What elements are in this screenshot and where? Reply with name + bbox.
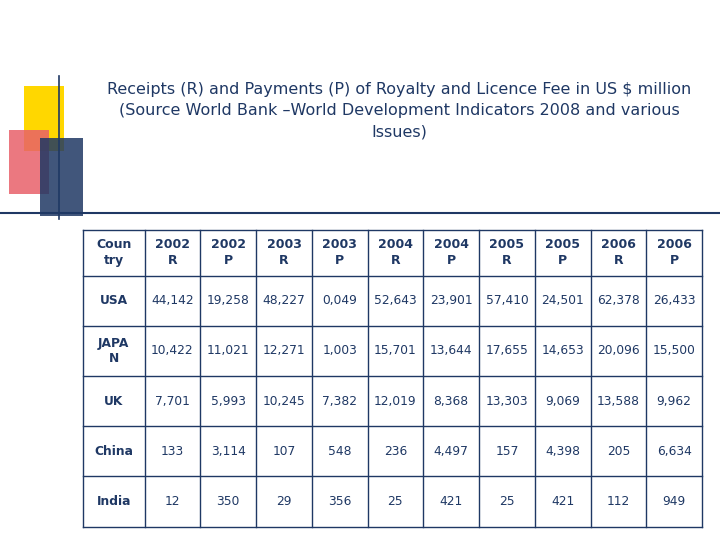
Text: 5,993: 5,993 <box>211 395 246 408</box>
Text: 157: 157 <box>495 445 518 458</box>
Text: 20,096: 20,096 <box>597 345 639 357</box>
Text: 1,003: 1,003 <box>323 345 357 357</box>
Text: 14,653: 14,653 <box>541 345 584 357</box>
Text: 7,701: 7,701 <box>155 395 190 408</box>
Text: 11,021: 11,021 <box>207 345 250 357</box>
Text: 13,303: 13,303 <box>485 395 528 408</box>
Text: 12: 12 <box>165 495 180 508</box>
Text: 107: 107 <box>272 445 296 458</box>
Text: 17,655: 17,655 <box>485 345 528 357</box>
Text: 949: 949 <box>662 495 685 508</box>
Text: 2006
R: 2006 R <box>601 238 636 267</box>
Text: 26,433: 26,433 <box>653 294 696 307</box>
Text: 3,114: 3,114 <box>211 445 246 458</box>
Text: USA: USA <box>99 294 127 307</box>
Text: 2006
P: 2006 P <box>657 238 692 267</box>
Text: India: India <box>96 495 131 508</box>
Text: 0,049: 0,049 <box>323 294 357 307</box>
Text: 29: 29 <box>276 495 292 508</box>
Text: 48,227: 48,227 <box>263 294 305 307</box>
Text: 8,368: 8,368 <box>433 395 469 408</box>
Text: 2003
P: 2003 P <box>323 238 357 267</box>
Text: JAPA
N: JAPA N <box>98 337 130 365</box>
Text: 52,643: 52,643 <box>374 294 417 307</box>
Text: 6,634: 6,634 <box>657 445 692 458</box>
Text: 25: 25 <box>387 495 403 508</box>
Text: 236: 236 <box>384 445 407 458</box>
Text: 9,962: 9,962 <box>657 395 692 408</box>
Text: 2004
P: 2004 P <box>433 238 469 267</box>
Text: Coun
try: Coun try <box>96 238 131 267</box>
Text: 12,271: 12,271 <box>263 345 305 357</box>
Text: 44,142: 44,142 <box>151 294 194 307</box>
Text: 4,398: 4,398 <box>545 445 580 458</box>
Text: 19,258: 19,258 <box>207 294 250 307</box>
Text: 350: 350 <box>217 495 240 508</box>
Text: 13,644: 13,644 <box>430 345 472 357</box>
Text: 25: 25 <box>499 495 515 508</box>
Text: 2002
R: 2002 R <box>155 238 190 267</box>
Text: 13,588: 13,588 <box>597 395 640 408</box>
Text: 10,422: 10,422 <box>151 345 194 357</box>
Text: 133: 133 <box>161 445 184 458</box>
Text: 24,501: 24,501 <box>541 294 584 307</box>
Text: 12,019: 12,019 <box>374 395 417 408</box>
Text: 7,382: 7,382 <box>322 395 357 408</box>
Bar <box>24 86 64 151</box>
Text: 2005
P: 2005 P <box>545 238 580 267</box>
Text: 421: 421 <box>439 495 463 508</box>
Bar <box>9 130 49 194</box>
Text: 548: 548 <box>328 445 351 458</box>
Text: UK: UK <box>104 395 123 408</box>
Text: 2003
R: 2003 R <box>266 238 302 267</box>
Text: 4,497: 4,497 <box>433 445 469 458</box>
Text: 112: 112 <box>607 495 630 508</box>
Text: 356: 356 <box>328 495 351 508</box>
Text: 421: 421 <box>551 495 575 508</box>
Text: 62,378: 62,378 <box>597 294 640 307</box>
Text: 10,245: 10,245 <box>263 395 305 408</box>
Text: China: China <box>94 445 133 458</box>
Text: 23,901: 23,901 <box>430 294 472 307</box>
Text: Receipts (R) and Payments (P) of Royalty and Licence Fee in US $ million
(Source: Receipts (R) and Payments (P) of Royalty… <box>107 82 692 139</box>
Text: 9,069: 9,069 <box>545 395 580 408</box>
Text: 2004
R: 2004 R <box>378 238 413 267</box>
Text: 57,410: 57,410 <box>485 294 528 307</box>
Text: 15,701: 15,701 <box>374 345 417 357</box>
Text: 2002
P: 2002 P <box>211 238 246 267</box>
Text: 15,500: 15,500 <box>653 345 696 357</box>
Text: 2005
R: 2005 R <box>490 238 524 267</box>
Bar <box>40 138 83 216</box>
Text: 205: 205 <box>607 445 630 458</box>
